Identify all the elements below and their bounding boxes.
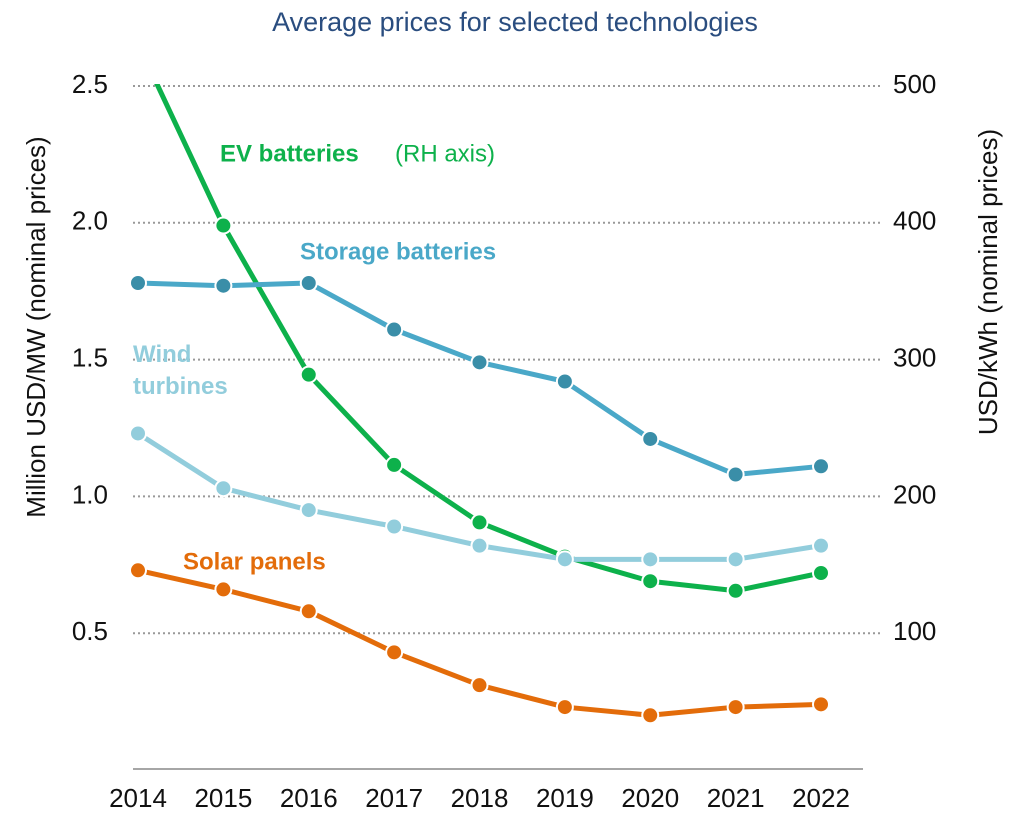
data-point (129, 424, 147, 443)
data-point (812, 695, 830, 714)
annotation: (RH axis) (395, 140, 495, 167)
data-point (214, 216, 233, 235)
data-point (812, 536, 830, 555)
data-point (812, 564, 830, 583)
data-point (641, 706, 660, 725)
y-axis-label: Million USD/MW (nominal prices) (21, 136, 51, 517)
series-line (154, 84, 822, 594)
data-point (299, 273, 318, 292)
y2-tick-label: 200 (893, 479, 936, 509)
data-point (641, 429, 660, 448)
data-point (299, 501, 318, 520)
series-label: EV batteries (220, 140, 359, 167)
y2-tick-label: 500 (893, 69, 936, 99)
y-tick-label: 1.5 (72, 342, 108, 372)
data-point (130, 36, 146, 52)
y2-tick-label: 400 (893, 206, 936, 236)
series-label: Solar panels (183, 548, 326, 575)
data-point (299, 602, 318, 621)
series-label: Storage batteries (300, 238, 496, 265)
y2-tick-label: 100 (893, 616, 936, 646)
plot-area (129, 36, 830, 725)
y-tick-label: 2.5 (72, 69, 108, 99)
data-point (555, 372, 574, 391)
data-point (385, 517, 404, 536)
data-point (385, 455, 404, 474)
data-point (129, 561, 147, 580)
data-point (385, 320, 404, 339)
data-point (726, 698, 745, 717)
data-point (129, 273, 147, 292)
x-tick-label: 2017 (365, 783, 423, 813)
data-point (641, 572, 660, 591)
series-label: Wind turbines (133, 341, 228, 400)
y-tick-label: 0.5 (72, 616, 108, 646)
data-point (470, 513, 489, 532)
data-point (214, 276, 233, 295)
series-line (137, 280, 822, 478)
data-point (726, 550, 745, 569)
x-tick-label: 2014 (109, 783, 167, 813)
y2-tick-label: 300 (893, 342, 936, 372)
data-point (214, 479, 233, 498)
x-tick-label: 2019 (536, 783, 594, 813)
x-tick-label: 2020 (621, 783, 679, 813)
data-point (555, 698, 574, 717)
data-point (726, 581, 745, 600)
y-tick-label: 1.0 (72, 479, 108, 509)
data-point (470, 353, 489, 372)
data-point (385, 643, 404, 662)
data-point (299, 365, 318, 384)
y-tick-label: 2.0 (72, 206, 108, 236)
data-point (214, 580, 233, 599)
x-tick-label: 2016 (280, 783, 338, 813)
data-point (470, 676, 489, 695)
data-point (470, 536, 489, 555)
data-point (641, 550, 660, 569)
data-point (812, 457, 830, 476)
data-point (726, 465, 745, 484)
chart-title: Average prices for selected technologies (272, 7, 758, 37)
x-tick-label: 2018 (451, 783, 509, 813)
y2-axis-label: USD/kWh (nominal prices) (973, 129, 1003, 435)
data-point (555, 550, 574, 569)
x-tick-label: 2022 (792, 783, 850, 813)
x-tick-label: 2015 (194, 783, 252, 813)
x-tick-label: 2021 (707, 783, 765, 813)
